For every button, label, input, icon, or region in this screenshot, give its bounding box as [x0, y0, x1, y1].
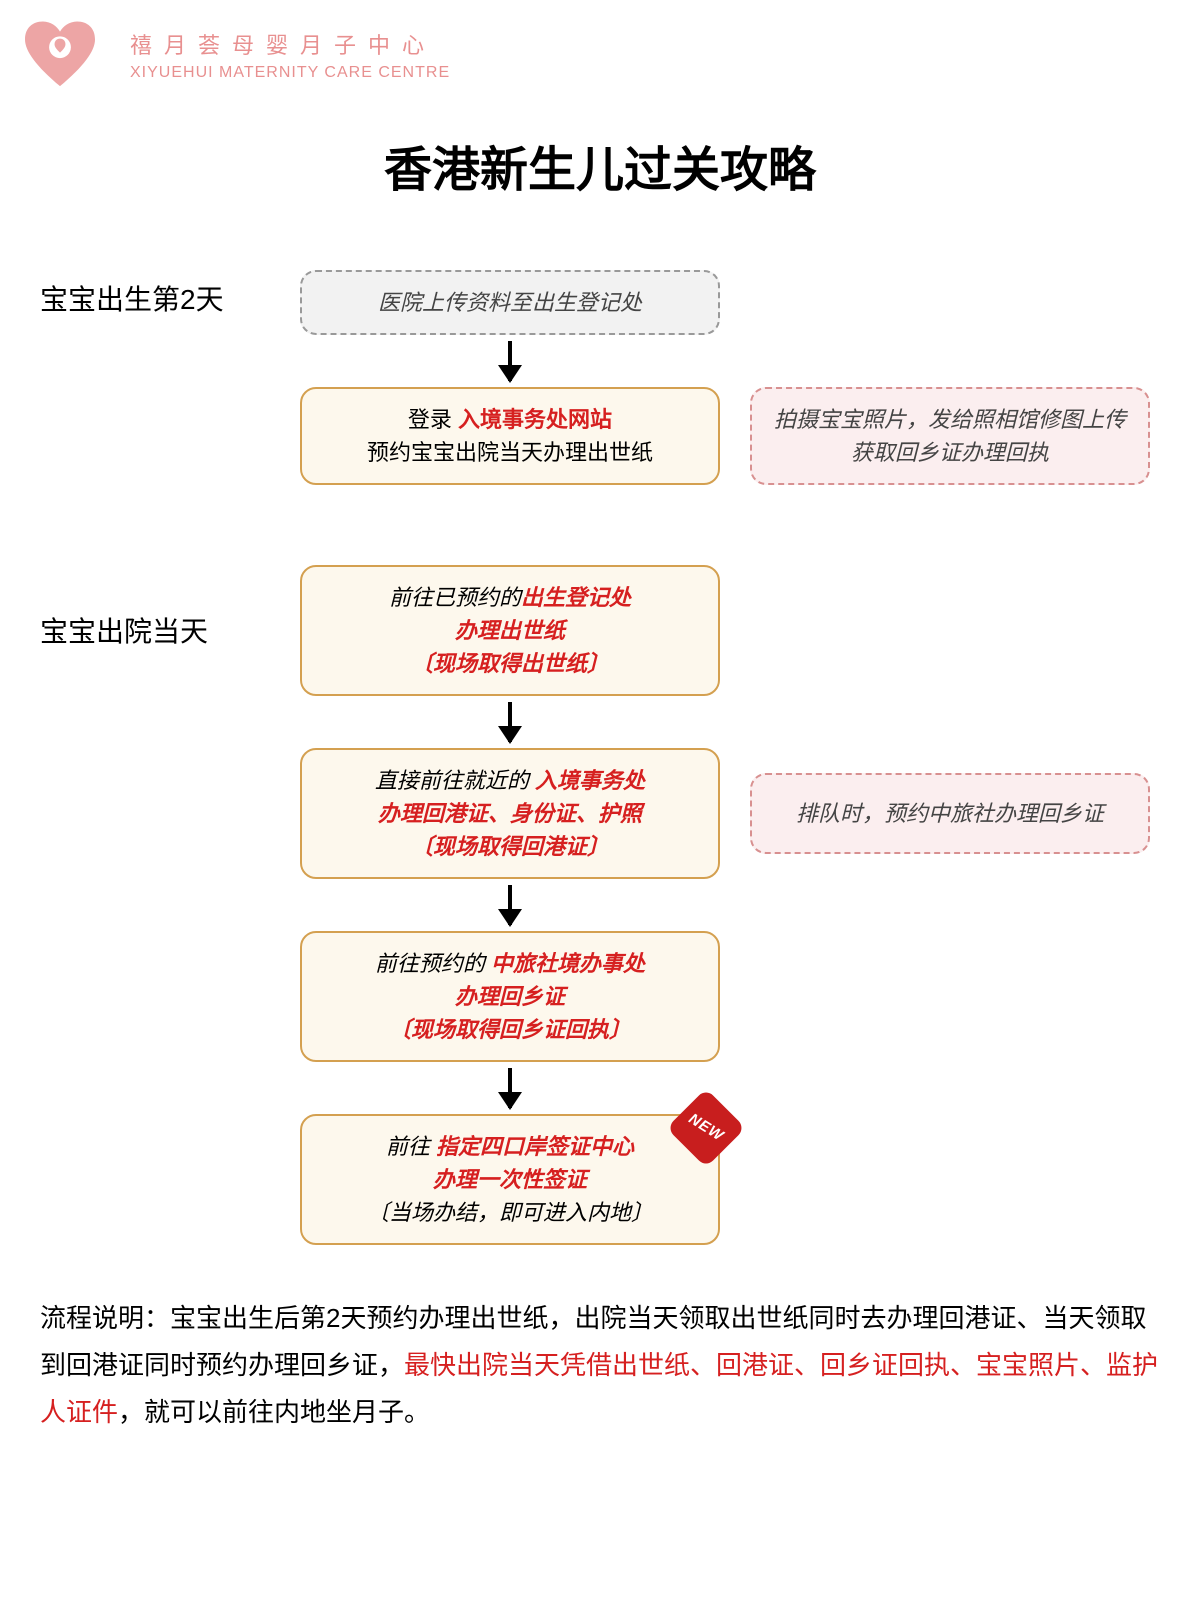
side-note-photo: 拍摄宝宝照片，发给照相馆修图上传获取回乡证办理回执: [750, 387, 1150, 485]
visa-pre: 前往: [386, 1134, 436, 1159]
brand-name-cn: 禧月荟母婴月子中心: [130, 28, 450, 60]
node-return-permit: 前往预约的 中旅社境办事处 办理回乡证 〔现场取得回乡证回执〕: [300, 931, 720, 1062]
birth-cert-red: 出生登记处: [521, 585, 631, 610]
birth-cert-l3: 〔现场取得出世纸〕: [411, 651, 609, 676]
ids-l2: 办理回港证、身份证、护照: [378, 801, 642, 826]
arrow-icon: [508, 1068, 512, 1108]
stage-discharge-label: 宝宝出院当天: [40, 610, 208, 650]
return-l3: 〔现场取得回乡证回执〕: [389, 1017, 631, 1042]
arrow-icon: [508, 885, 512, 925]
footer-p3: ，就可以前往内地坐月子。: [118, 1397, 430, 1427]
birth-cert-l2: 办理出世纸: [455, 618, 565, 643]
brand-block: 禧月荟母婴月子中心 XIYUEHUI MATERNITY CARE CENTRE: [130, 28, 450, 82]
header: 禧月荟母婴月子中心 XIYUEHUI MATERNITY CARE CENTRE: [0, 0, 1200, 100]
return-l2: 办理回乡证: [455, 984, 565, 1009]
visa-l3: 〔当场办结，即可进入内地〕: [367, 1200, 653, 1225]
page-title: 香港新生儿过关攻略: [0, 130, 1200, 200]
arrow-icon: [508, 341, 512, 381]
ids-pre: 直接前往就近的: [375, 768, 535, 793]
side-note-queue: 排队时，预约中旅社办理回乡证: [750, 773, 1150, 854]
footer-note: 流程说明：宝宝出生后第2天预约办理出世纸，出院当天领取出世纸同时去办理回港证、当…: [0, 1245, 1200, 1455]
new-badge-icon: NEW: [666, 1088, 745, 1167]
arrow-icon: [508, 702, 512, 742]
heart-logo-icon: [20, 20, 100, 90]
node-hospital-text: 医院上传资料至出生登记处: [378, 290, 642, 315]
ids-l3: 〔现场取得回港证〕: [411, 834, 609, 859]
new-badge-text: NEW: [684, 1108, 728, 1147]
node-login: 登录 入境事务处网站 预约宝宝出院当天办理出世纸: [300, 387, 720, 485]
visa-l2: 办理一次性签证: [433, 1167, 587, 1192]
node-hospital: 医院上传资料至出生登记处: [300, 270, 720, 335]
node-login-l2: 预约宝宝出院当天办理出世纸: [367, 440, 653, 465]
visa-red: 指定四口岸签证中心: [436, 1134, 634, 1159]
brand-name-en: XIYUEHUI MATERNITY CARE CENTRE: [130, 64, 450, 82]
return-red: 中旅社境办事处: [491, 951, 645, 976]
birth-cert-pre: 前往已预约的: [389, 585, 521, 610]
stage-day2-label: 宝宝出生第2天: [40, 278, 224, 318]
return-pre: 前往预约的: [375, 951, 491, 976]
node-visa: NEW 前往 指定四口岸签证中心 办理一次性签证 〔当场办结，即可进入内地〕: [300, 1114, 720, 1245]
node-login-pre: 登录: [408, 407, 458, 432]
node-birth-cert: 前往已预约的出生登记处 办理出世纸 〔现场取得出世纸〕: [300, 565, 720, 696]
node-login-red: 入境事务处网站: [458, 407, 612, 432]
flowchart: 宝宝出生第2天 医院上传资料至出生登记处 登录 入境事务处网站 预约宝宝出院当天…: [0, 270, 1200, 1245]
ids-red: 入境事务处: [535, 768, 645, 793]
node-ids: 直接前往就近的 入境事务处 办理回港证、身份证、护照 〔现场取得回港证〕: [300, 748, 720, 879]
